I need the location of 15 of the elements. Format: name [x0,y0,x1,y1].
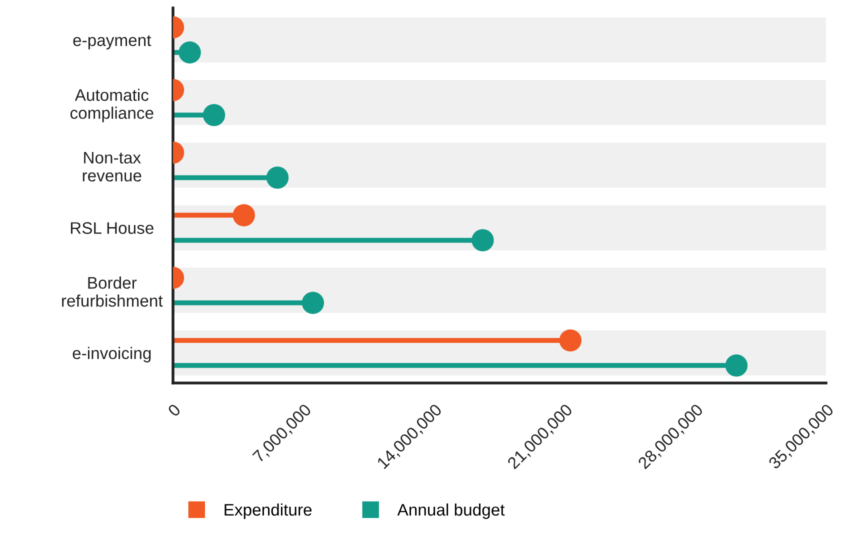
point [202,104,226,126]
y-tick-label: Non-tax revenue [82,152,142,182]
point [178,41,201,64]
y-tick-label: e-invoicing [72,346,151,362]
y-tick-label: e-payment [73,35,152,50]
y-tick-label: Border refurbishment [62,276,163,307]
point [725,354,748,377]
point [302,292,324,314]
x-tick-label: 0 [167,403,182,418]
point [266,166,289,189]
y-tick-label: RSL House [70,222,154,234]
y-tick-label: Automatic compliance [70,88,154,122]
point [472,229,494,252]
legend-label: Expenditure [224,503,312,519]
legend-label: Annual budget [397,503,505,519]
